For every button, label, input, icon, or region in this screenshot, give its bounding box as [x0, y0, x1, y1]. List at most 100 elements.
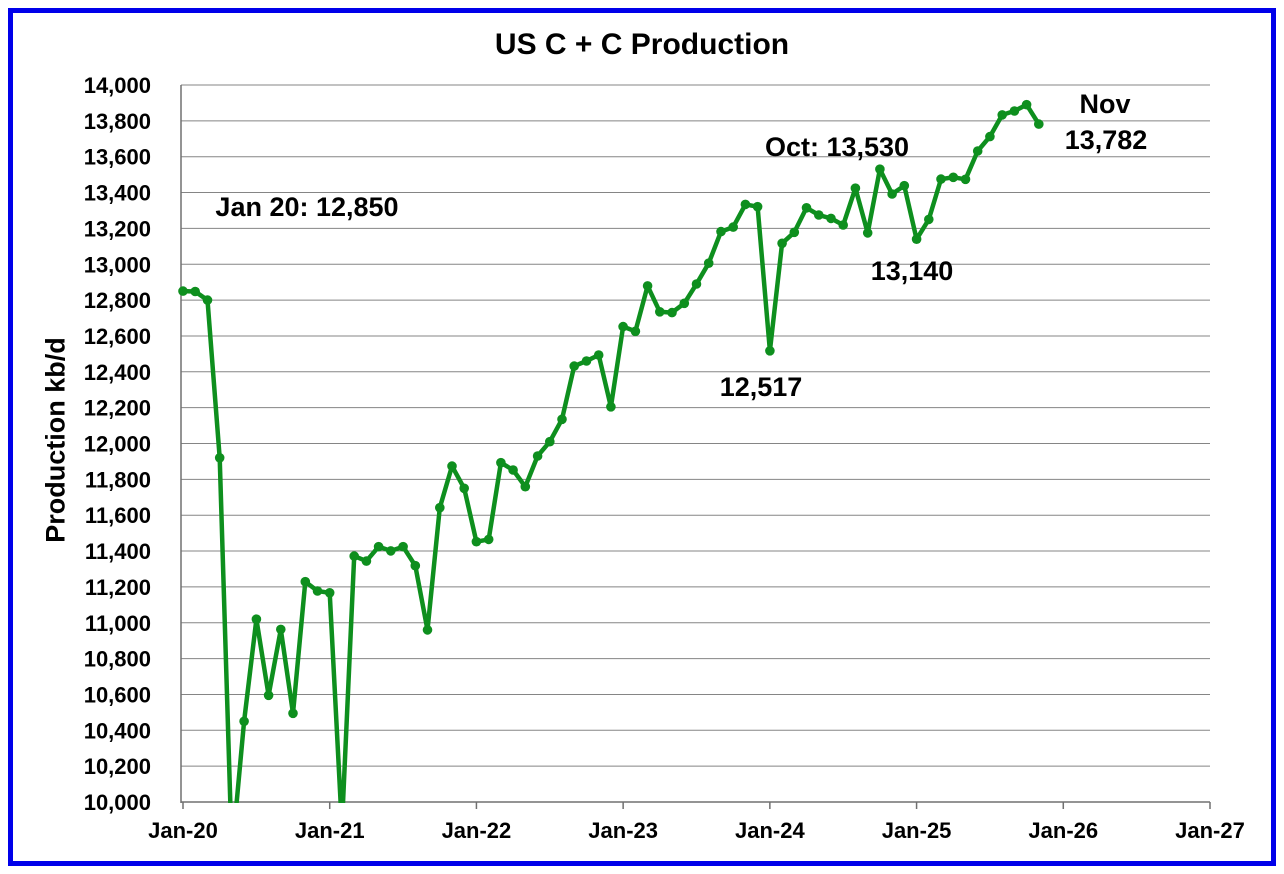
y-tick-label: 12,600 [84, 324, 151, 349]
data-point [227, 849, 237, 859]
data-point [263, 690, 274, 701]
data-point [703, 258, 714, 269]
data-point [679, 298, 690, 309]
y-tick-label: 10,000 [84, 790, 151, 815]
data-point [740, 199, 751, 210]
data-point [606, 402, 616, 412]
data-point [288, 708, 298, 719]
data-point [214, 453, 225, 463]
data-point [520, 481, 531, 492]
data-point [691, 279, 702, 289]
data-point [373, 541, 384, 552]
y-tick-label: 11,600 [85, 503, 151, 528]
data-point [960, 174, 971, 185]
data-point [459, 483, 470, 494]
data-point [655, 307, 665, 317]
data-point [972, 146, 983, 156]
data-point [801, 203, 812, 213]
data-point [630, 326, 641, 337]
data-point [777, 238, 787, 249]
x-tick-label: Jan-22 [442, 818, 512, 843]
data-point [997, 110, 1007, 120]
data-point [911, 234, 922, 244]
data-point [300, 576, 311, 587]
y-tick-label: 11,200 [85, 575, 151, 600]
x-tick-label: Jan-26 [1028, 818, 1098, 843]
data-point [789, 227, 800, 238]
data-point [862, 228, 873, 238]
data-point [838, 220, 848, 230]
data-point [875, 164, 885, 174]
y-tick-label: 12,800 [84, 288, 151, 313]
x-tick-label: Jan-20 [148, 818, 218, 843]
y-tick-label: 10,600 [84, 682, 151, 707]
x-tick-label: Jan-25 [882, 818, 952, 843]
annotation: Jan 20: 12,850 [215, 192, 398, 222]
data-point [361, 556, 372, 566]
data-point [642, 281, 653, 291]
y-tick-label: 12,200 [84, 396, 151, 421]
data-point [545, 436, 555, 447]
data-point [386, 546, 396, 556]
y-tick-label: 13,400 [84, 181, 151, 206]
y-tick-label: 12,400 [84, 360, 151, 385]
y-tick-label: 11,000 [85, 611, 151, 636]
data-point [814, 210, 824, 220]
data-point [471, 536, 482, 547]
y-tick-label: 13,000 [84, 252, 151, 277]
y-tick-label: 10,400 [84, 718, 151, 743]
data-point [410, 560, 421, 571]
data-point [349, 551, 360, 561]
data-point [569, 361, 579, 371]
data-point [398, 541, 408, 552]
data-point [239, 716, 249, 727]
data-point [532, 451, 543, 461]
x-tick-label: Jan-21 [295, 818, 365, 843]
annotation: 13,140 [871, 256, 954, 286]
annotation: Oct: 13,530 [765, 132, 909, 162]
data-point [557, 414, 567, 425]
data-point [178, 286, 188, 296]
data-point [593, 350, 604, 360]
annotation: 13,782 [1065, 125, 1148, 155]
data-point [985, 131, 995, 142]
data-point [899, 180, 910, 191]
y-tick-label: 12,000 [84, 432, 151, 457]
data-point [948, 172, 959, 183]
x-tick-label: Jan-24 [735, 818, 805, 843]
data-point [251, 614, 262, 624]
data-point [850, 183, 861, 193]
data-point [508, 465, 518, 475]
data-point [618, 321, 628, 332]
data-point [887, 189, 897, 199]
x-tick-label: Jan-23 [588, 818, 658, 843]
data-point [765, 346, 775, 356]
data-point [924, 214, 934, 225]
chart-title: US C + C Production [494, 28, 790, 61]
y-tick-label: 10,800 [84, 647, 151, 672]
data-point [324, 588, 335, 598]
y-tick-label: 10,200 [84, 754, 151, 779]
annotation: 12,517 [720, 372, 803, 402]
x-tick-label: Jan-27 [1175, 818, 1245, 843]
data-point [312, 586, 323, 596]
data-point [422, 625, 433, 635]
data-point [190, 286, 200, 297]
data-point [826, 213, 836, 224]
data-point [716, 226, 726, 237]
data-point [483, 534, 494, 545]
data-point [447, 461, 457, 471]
data-point [435, 502, 445, 513]
data-point [1009, 106, 1020, 116]
y-tick-label: 13,600 [84, 145, 151, 170]
data-point [1021, 99, 1032, 110]
data-point [728, 222, 738, 232]
data-point [752, 201, 763, 212]
y-tick-label: 11,400 [85, 539, 151, 564]
data-point [936, 174, 946, 184]
data-point [202, 295, 213, 305]
data-point [667, 307, 677, 318]
y-tick-label: 13,800 [84, 109, 151, 134]
